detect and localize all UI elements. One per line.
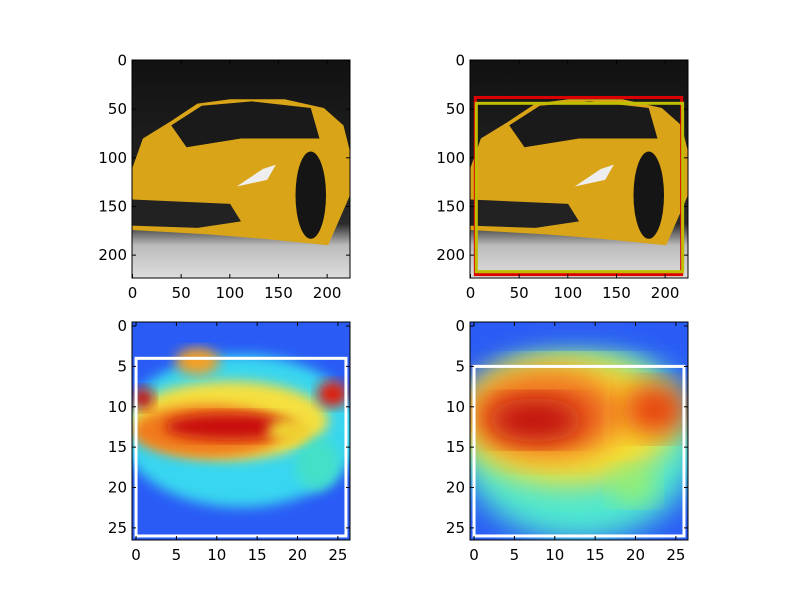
x-tick-label: 50 [510, 284, 529, 302]
heat-blob [317, 380, 348, 408]
x-tick-label: 10 [545, 546, 564, 564]
y-tick-label: 0 [117, 51, 127, 69]
x-tick-label: 20 [626, 546, 645, 564]
y-tick-label: 100 [436, 149, 465, 167]
y-tick-label: 15 [108, 438, 127, 456]
car-windshield [509, 101, 658, 148]
x-tick-label: 0 [128, 284, 138, 302]
x-tick-label: 150 [264, 284, 293, 302]
car-wheel [295, 151, 327, 239]
x-tick-label: 100 [553, 284, 582, 302]
x-tick-label: 200 [313, 284, 342, 302]
car-grille [470, 199, 579, 228]
car-wheel [633, 151, 665, 239]
y-tick-label: 50 [446, 100, 465, 118]
y-tick-label: 50 [108, 100, 127, 118]
y-tick-label: 20 [108, 479, 127, 497]
heat-blob [470, 322, 688, 344]
x-tick-label: 15 [248, 546, 267, 564]
heat-blob [622, 383, 688, 436]
heat-blob [611, 468, 656, 503]
y-tick-label: 150 [98, 197, 127, 215]
heat-blob [175, 348, 220, 375]
y-tick-label: 0 [455, 51, 465, 69]
x-tick-label: 50 [172, 284, 191, 302]
image [132, 60, 350, 278]
y-tick-label: 25 [446, 519, 465, 537]
heat-blob [295, 437, 340, 490]
image [132, 322, 350, 540]
y-tick-label: 100 [98, 149, 127, 167]
bounding-box [474, 101, 685, 274]
image [470, 322, 688, 540]
axes-frame [131, 321, 351, 541]
bounding-box [472, 364, 686, 538]
x-tick-label: 25 [666, 546, 685, 564]
axes-frame [469, 59, 689, 279]
axes-frame [131, 59, 351, 279]
y-tick-label: 10 [446, 398, 465, 416]
x-tick-label: 15 [586, 546, 605, 564]
car-windshield [171, 101, 320, 148]
y-tick-label: 150 [436, 197, 465, 215]
bounding-box [134, 356, 348, 538]
heat-blob [487, 398, 584, 442]
x-tick-label: 100 [215, 284, 244, 302]
x-tick-label: 0 [131, 546, 141, 564]
y-tick-label: 0 [455, 317, 465, 335]
x-tick-label: 200 [651, 284, 680, 302]
x-tick-label: 150 [602, 284, 631, 302]
x-tick-label: 25 [328, 546, 347, 564]
x-tick-label: 5 [172, 546, 182, 564]
y-tick-label: 10 [108, 398, 127, 416]
x-tick-label: 5 [510, 546, 520, 564]
x-tick-label: 0 [466, 284, 476, 302]
y-tick-label: 20 [446, 479, 465, 497]
y-tick-label: 15 [446, 438, 465, 456]
car-headlight [574, 164, 614, 187]
x-tick-label: 0 [469, 546, 479, 564]
y-tick-label: 5 [117, 357, 127, 375]
y-tick-label: 5 [455, 357, 465, 375]
y-tick-label: 25 [108, 519, 127, 537]
car-headlight [236, 164, 276, 187]
y-tick-label: 0 [117, 317, 127, 335]
x-tick-label: 20 [288, 546, 307, 564]
x-tick-label: 10 [207, 546, 226, 564]
heat-blob [267, 417, 311, 445]
axes-frame [469, 321, 689, 541]
y-tick-label: 200 [98, 246, 127, 264]
y-tick-label: 200 [436, 246, 465, 264]
car-grille [132, 199, 241, 228]
heat-blob [164, 413, 296, 440]
image [470, 60, 688, 278]
